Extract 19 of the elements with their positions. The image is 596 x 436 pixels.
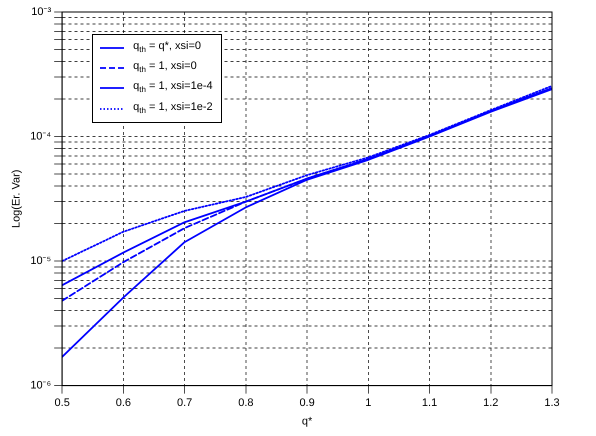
x-tick-label: 0.8 — [238, 397, 254, 410]
x-tick-label: 0.6 — [116, 397, 132, 410]
x-tick-label: 0.7 — [176, 397, 192, 410]
x-axis-title: q* — [302, 415, 313, 428]
legend-label: q$_{th}$ = 1, xsi=1e-4 — [133, 79, 213, 97]
legend-label: q$_{th}$ = q*, xsi=0 — [133, 39, 201, 56]
y-tick-label: 10⁻⁴ — [30, 130, 52, 143]
x-tick-label: 0.9 — [299, 397, 315, 410]
y-tick-label: 10⁻⁶ — [30, 380, 52, 392]
y-tick-label: 10⁻⁵ — [30, 255, 52, 268]
y-tick-label: 10⁻³ — [31, 6, 52, 18]
x-tick-label: 0.5 — [54, 397, 70, 410]
x-tick-label: 1.1 — [422, 397, 438, 410]
x-tick-label: 1.2 — [483, 397, 498, 410]
y-axis-title: Log(Er. Var) — [10, 170, 23, 228]
legend-label: q$_{th}$ = 1, xsi=1e-2 — [133, 100, 213, 117]
x-tick-label: 1.3 — [544, 397, 560, 410]
legend-label: q$_{th}$ = 1, xsi=0 — [133, 59, 197, 76]
x-tick-label: 1 — [365, 397, 372, 410]
